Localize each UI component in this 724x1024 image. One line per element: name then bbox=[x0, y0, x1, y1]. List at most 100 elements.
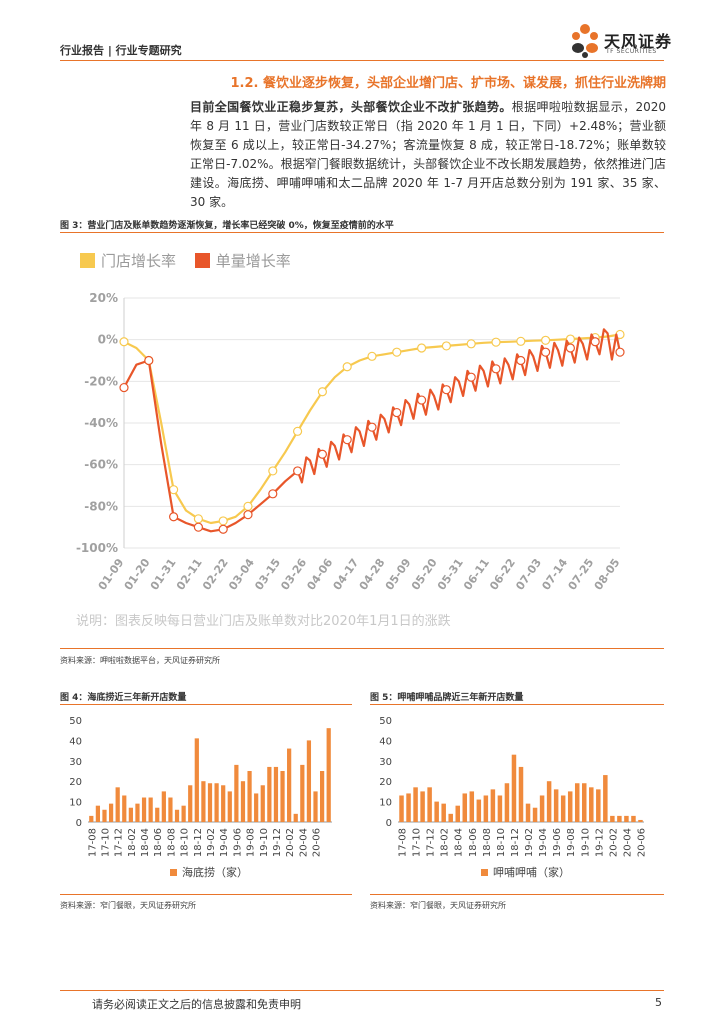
bar-xtick-label: 17-10 bbox=[412, 828, 423, 857]
fig3-data-point bbox=[342, 435, 352, 445]
fig3-data-point bbox=[168, 512, 179, 522]
fig3-data-point bbox=[317, 387, 327, 397]
bar-rect bbox=[546, 781, 552, 822]
fig3-data-point bbox=[268, 489, 278, 499]
fig3-xtick-label: 02-11 bbox=[174, 556, 205, 592]
fig3-xtick-label: 07-14 bbox=[539, 556, 570, 593]
bar-rect bbox=[603, 775, 608, 822]
bar-rect bbox=[194, 738, 199, 822]
bar-xtick-label: 20-02 bbox=[608, 828, 619, 857]
bar-xtick-label: 18-12 bbox=[193, 828, 204, 857]
bar-xtick-label: 17-08 bbox=[398, 828, 409, 857]
bar-rect bbox=[427, 787, 432, 822]
bar-rect bbox=[240, 781, 246, 822]
bar-rect bbox=[504, 783, 510, 822]
bar-rect bbox=[181, 805, 186, 822]
fig3-xtick-label: 01-20 bbox=[122, 556, 153, 593]
figure3-bottom-rule bbox=[60, 648, 664, 649]
footer-disclaimer: 请务必阅读正文之后的信息披露和免责申明 bbox=[92, 998, 301, 1011]
fig3-xtick-label: 07-03 bbox=[513, 556, 544, 592]
bar-rect bbox=[490, 789, 496, 822]
footer-divider bbox=[60, 990, 664, 991]
bar-rect bbox=[596, 789, 601, 822]
bar-xtick-label: 18-02 bbox=[127, 828, 138, 857]
report-type-header: 行业报告 | 行业专题研究 bbox=[60, 44, 182, 57]
bar-xtick-label: 20-06 bbox=[636, 828, 647, 857]
fig3-data-point bbox=[392, 407, 402, 418]
bar-xtick-label: 18-08 bbox=[482, 828, 493, 857]
fig3-data-point bbox=[516, 355, 526, 366]
bar-xtick-label: 17-08 bbox=[87, 828, 98, 857]
fig3-data-point bbox=[441, 385, 451, 395]
figure5-source: 资料来源：窄门餐眼，天风证券研究所 bbox=[370, 901, 506, 910]
fig3-xtick-label: 01-31 bbox=[148, 556, 179, 592]
bar-ytick-label: 30 bbox=[379, 757, 392, 768]
bar-rect bbox=[148, 797, 153, 822]
bar-rect bbox=[574, 783, 580, 822]
fig3-data-point bbox=[144, 355, 154, 366]
bar-rect bbox=[532, 807, 538, 822]
bar-rect bbox=[313, 791, 318, 822]
fig3-data-point bbox=[615, 347, 625, 357]
bar-ytick-label: 10 bbox=[379, 798, 392, 809]
bar-xtick-label: 20-02 bbox=[285, 828, 296, 857]
bar-rect bbox=[214, 783, 219, 822]
fig3-xtick-label: 04-17 bbox=[331, 556, 362, 592]
bar-xtick-label: 20-06 bbox=[312, 828, 323, 857]
bar-ytick-label: 20 bbox=[379, 777, 392, 788]
fig3-data-point bbox=[317, 449, 327, 459]
fig3-xtick-label: 05-09 bbox=[383, 556, 414, 592]
bar-rect bbox=[441, 803, 446, 822]
bar-rect bbox=[483, 795, 489, 822]
figure3-note: 说明：图表反映每日营业门店及账单数对比2020年1月1日的涨跌 bbox=[76, 614, 451, 629]
figure5-title: 图 5：呷哺呷哺品牌近三年新开店数量 bbox=[370, 693, 524, 703]
bar-rect bbox=[128, 807, 133, 822]
bar-rect bbox=[617, 815, 622, 822]
legend-bill-label: 单量增长率 bbox=[215, 252, 291, 270]
fig3-data-point bbox=[565, 343, 575, 353]
bar-rect bbox=[469, 791, 475, 822]
fig3-data-point bbox=[268, 466, 278, 476]
bar-legend-label: 海底捞（家） bbox=[182, 865, 248, 879]
fig3-data-point bbox=[392, 347, 402, 357]
bar-rect bbox=[188, 785, 193, 822]
bar-rect bbox=[448, 813, 453, 822]
bar-rect bbox=[115, 787, 120, 822]
bar-rect bbox=[497, 795, 503, 822]
bar-xtick-label: 20-04 bbox=[622, 828, 633, 857]
bar-xtick-label: 17-10 bbox=[100, 828, 111, 857]
fig3-data-point bbox=[367, 351, 377, 361]
fig3-data-point bbox=[565, 334, 575, 344]
bar-rect bbox=[174, 809, 180, 822]
fig3-data-point bbox=[417, 395, 427, 405]
fig3-data-point bbox=[367, 422, 377, 432]
bar-xtick-label: 19-10 bbox=[580, 828, 591, 857]
bar-rect bbox=[406, 793, 411, 822]
fig3-xtick-label: 04-28 bbox=[357, 556, 388, 592]
bar-rect bbox=[234, 764, 239, 822]
fig3-xtick-label: 03-04 bbox=[226, 556, 257, 593]
bar-xtick-label: 18-06 bbox=[468, 828, 479, 857]
bar-xtick-label: 18-08 bbox=[166, 828, 177, 857]
bar-xtick-label: 19-04 bbox=[538, 828, 549, 857]
bar-rect bbox=[247, 771, 252, 822]
bar-rect bbox=[518, 766, 524, 822]
bar-rect bbox=[260, 785, 265, 822]
bar-rect bbox=[610, 815, 615, 822]
bar-xtick-label: 20-04 bbox=[298, 828, 309, 857]
bar-rect bbox=[476, 799, 482, 822]
bar-rect bbox=[89, 815, 94, 822]
fig3-data-point bbox=[293, 426, 303, 436]
bar-rect bbox=[273, 766, 279, 822]
fig3-xtick-label: 06-11 bbox=[461, 556, 492, 592]
figure4-bottom-rule bbox=[60, 894, 352, 895]
fig3-xtick-label: 03-15 bbox=[252, 556, 283, 592]
fig3-ytick-label: -20% bbox=[84, 374, 118, 388]
fig3-data-point bbox=[590, 337, 600, 347]
logo-english: TF SECURITIES bbox=[606, 48, 657, 55]
paragraph-lead: 目前全国餐饮业正稳步复苏，头部餐饮企业不改扩张趋势。 bbox=[190, 100, 512, 114]
bar-ytick-label: 10 bbox=[69, 798, 82, 809]
fig3-xtick-label: 02-22 bbox=[200, 556, 231, 592]
bar-xtick-label: 19-02 bbox=[524, 828, 535, 857]
